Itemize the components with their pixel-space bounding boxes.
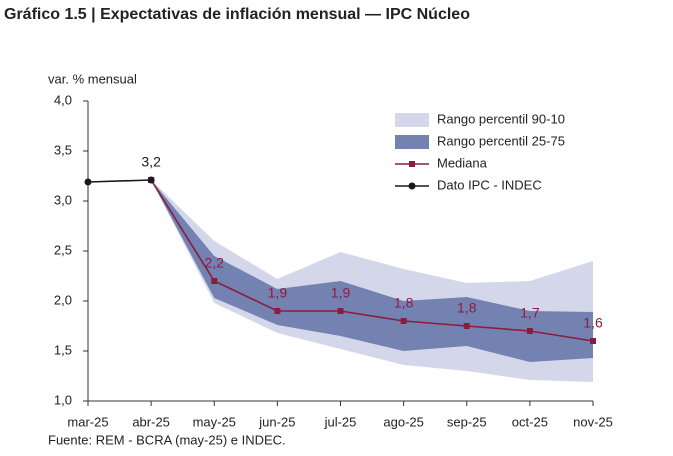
x-tick-label: nov-25 [573,414,613,429]
legend-label: Mediana [437,155,488,170]
data-label: 1,9 [331,285,351,301]
legend-label: Dato IPC - INDEC [437,177,542,192]
point [337,308,344,314]
point [84,178,92,186]
data-label: 2,2 [205,255,225,271]
y-tick-label: 3,5 [54,142,72,157]
source: Fuente: REM - BCRA (may-25) e INDEC. [48,432,286,447]
data-label: 1,9 [268,285,288,301]
x-tick-label: mar-25 [67,414,108,429]
series-line [150,179,594,342]
point [400,318,407,324]
x-tick-label: sep-25 [447,414,487,429]
point [274,308,281,314]
band [151,180,593,362]
legend-swatch [395,135,429,149]
y-tick-label: 1,5 [54,342,72,357]
x-tick-label: may-25 [193,414,236,429]
data-label: 1,7 [520,305,540,321]
data-label: 3,2 [141,154,161,170]
point [211,278,218,284]
y-tick-label: 3,0 [54,192,72,207]
x-tick-label: jul-25 [324,414,357,429]
data-label: 1,6 [583,315,603,331]
point [526,328,533,334]
y-tick-label: 4,0 [54,92,72,107]
y-tick-label: 1,0 [54,392,72,407]
series-line [87,179,152,183]
point [147,176,155,184]
x-tick-label: jun-25 [258,414,295,429]
data-label: 1,8 [457,300,477,316]
legend-label: Rango percentil 25-75 [437,133,565,148]
point [463,323,470,329]
point [590,338,596,344]
legend-marker [408,182,416,190]
x-tick-label: abr-25 [132,414,170,429]
legend-swatch [395,113,429,127]
x-tick-label: ago-25 [383,414,423,429]
data-label: 1,8 [394,295,414,311]
legend-marker [409,161,415,167]
legend-label: Rango percentil 90-10 [437,111,565,126]
chart-title: Gráfico 1.5 | Expectativas de inflación … [4,6,470,23]
y-tick-label: 2,5 [54,242,72,257]
y-axis-label: var. % mensual [48,71,137,86]
x-tick-label: oct-25 [512,414,548,429]
y-tick-label: 2,0 [54,292,72,307]
